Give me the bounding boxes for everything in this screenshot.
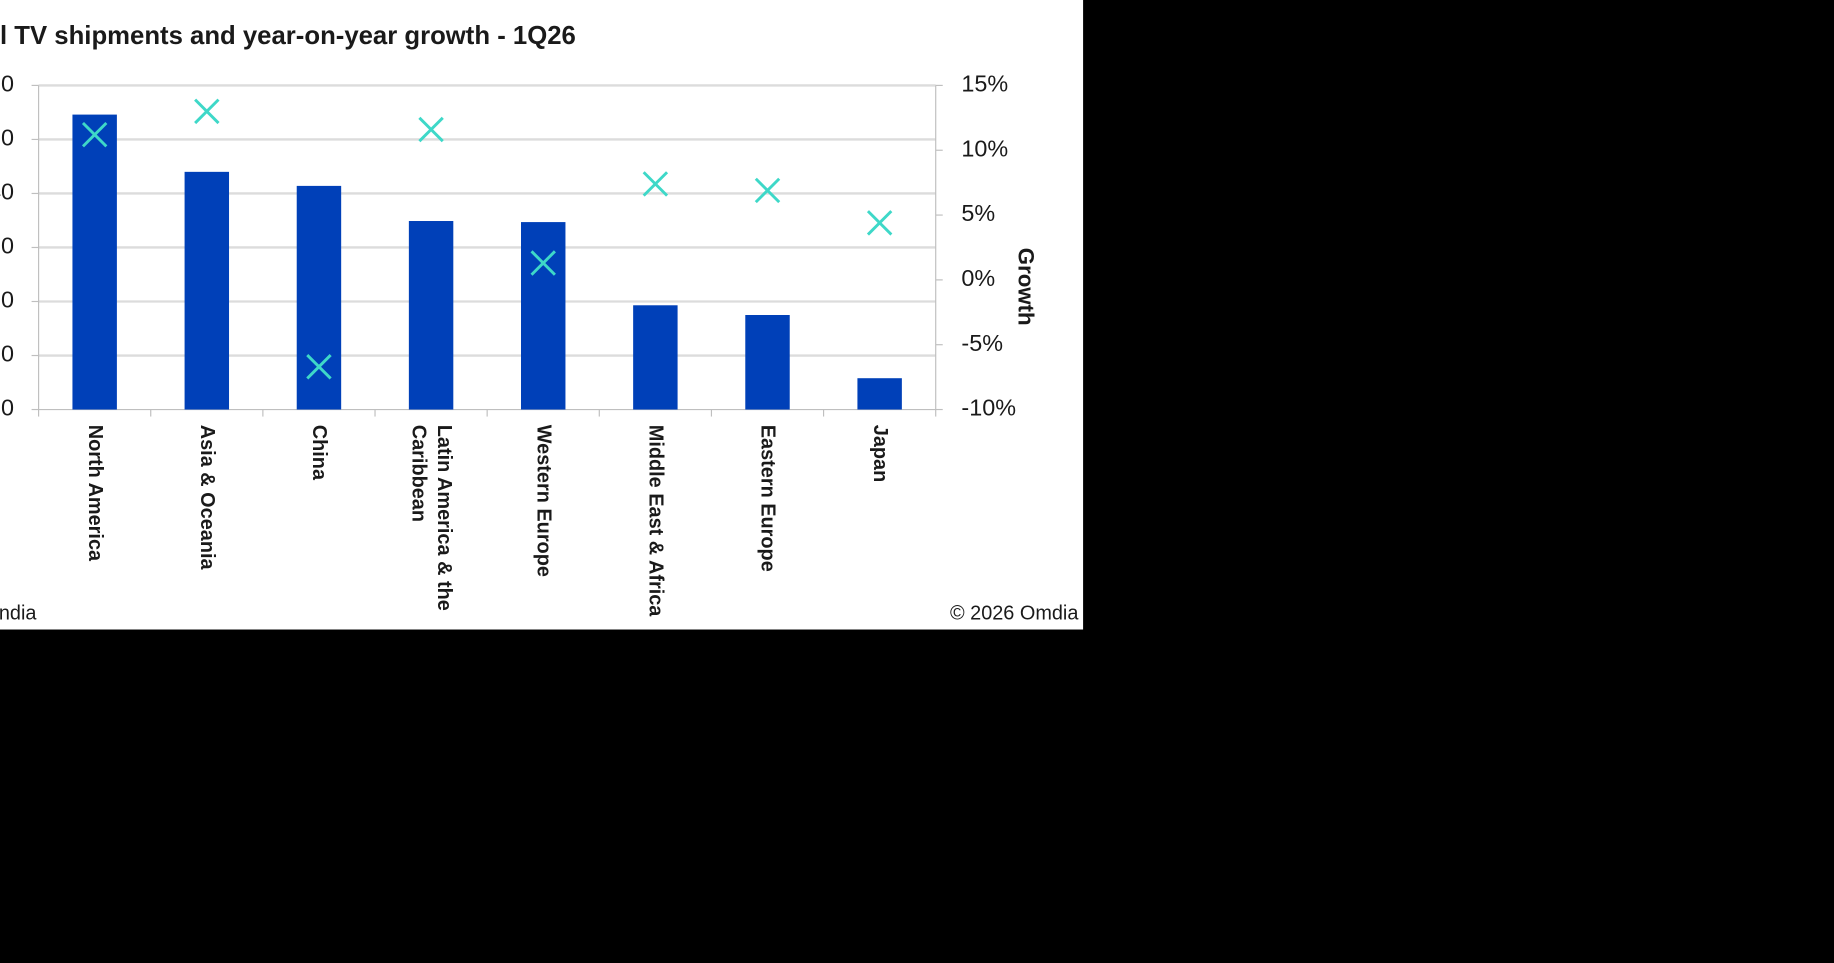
x-marker — [642, 171, 669, 197]
bar — [521, 222, 566, 410]
x-marker — [866, 210, 893, 236]
x-tick-label: Western Europe — [532, 424, 555, 577]
y-tick-label: 60 — [0, 71, 14, 97]
y2-tick-label: 10% — [961, 135, 1008, 161]
bar — [184, 171, 230, 410]
x-marker — [306, 354, 332, 380]
x-tick-label: Eastern Europe — [756, 424, 780, 572]
y-tick-label: 50 — [0, 125, 14, 151]
x-tick-label-box: China — [249, 425, 389, 630]
y-tick-label: 10 — [0, 341, 14, 367]
x-tick-label-wrap: China — [249, 425, 389, 630]
x-tick-label-wrap: Latin America & the Caribbean — [361, 425, 501, 630]
x-tick-label-wrap: North America — [24, 425, 164, 630]
y2-tick-label: -10% — [961, 395, 1016, 421]
x-marker — [530, 250, 556, 276]
x-tick-label-box: Japan — [809, 425, 949, 630]
x-tick-label: Middle East & Africa — [644, 424, 668, 617]
y-tick-label: 40 — [0, 179, 14, 205]
x-marker — [754, 177, 781, 204]
x-tick-label-box: Asia & Oceania — [137, 425, 277, 630]
copyright: © 2026 Omdia — [950, 603, 1079, 625]
y2-tick-label: 0% — [961, 265, 995, 291]
x-tick-label-wrap: Japan — [809, 425, 949, 630]
x-tick-label: Latin America & the Caribbean — [407, 424, 456, 611]
bar — [745, 315, 790, 410]
bar — [857, 378, 902, 410]
x-tick-label: China — [308, 424, 331, 481]
y-tick-label: 20 — [0, 287, 14, 313]
y2-tick-label: 5% — [961, 200, 995, 226]
x-marker — [418, 116, 444, 143]
bar — [72, 114, 117, 410]
bar — [633, 305, 678, 410]
x-tick-label-wrap: Middle East & Africa — [585, 425, 725, 630]
y-tick-label: 0 — [1, 395, 14, 421]
x-tick-label-box: North America — [24, 425, 164, 630]
bar — [296, 185, 342, 410]
x-tick-label: Asia & Oceania — [196, 424, 219, 570]
y-tick-label: 30 — [0, 233, 14, 259]
y2-tick-label: 15% — [961, 71, 1008, 97]
x-tick-label-wrap: Western Europe — [473, 425, 613, 630]
x-tick-label-box: Middle East & Africa — [585, 425, 725, 630]
x-tick-label: North America — [84, 424, 107, 562]
bar — [408, 221, 454, 410]
y2-axis-title: Growth — [1014, 248, 1039, 326]
x-tick-label-wrap: Asia & Oceania — [137, 425, 277, 630]
x-tick-label-box: Eastern Europe — [697, 425, 837, 630]
x-tick-label-box: Latin America & the Caribbean — [361, 425, 501, 630]
x-tick-label: Japan — [869, 424, 892, 483]
chart-title: l TV shipments and year-on-year growth -… — [0, 22, 576, 50]
x-marker — [194, 98, 220, 125]
x-tick-label-box: Western Europe — [473, 425, 613, 630]
x-tick-label-wrap: Eastern Europe — [697, 425, 837, 630]
source: ndia — [0, 603, 37, 625]
y2-tick-label: -5% — [961, 330, 1003, 356]
x-marker — [81, 121, 108, 148]
